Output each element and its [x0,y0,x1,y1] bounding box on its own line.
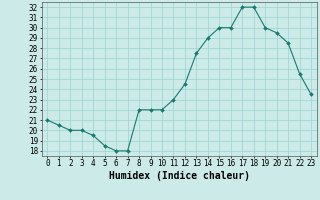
X-axis label: Humidex (Indice chaleur): Humidex (Indice chaleur) [109,171,250,181]
